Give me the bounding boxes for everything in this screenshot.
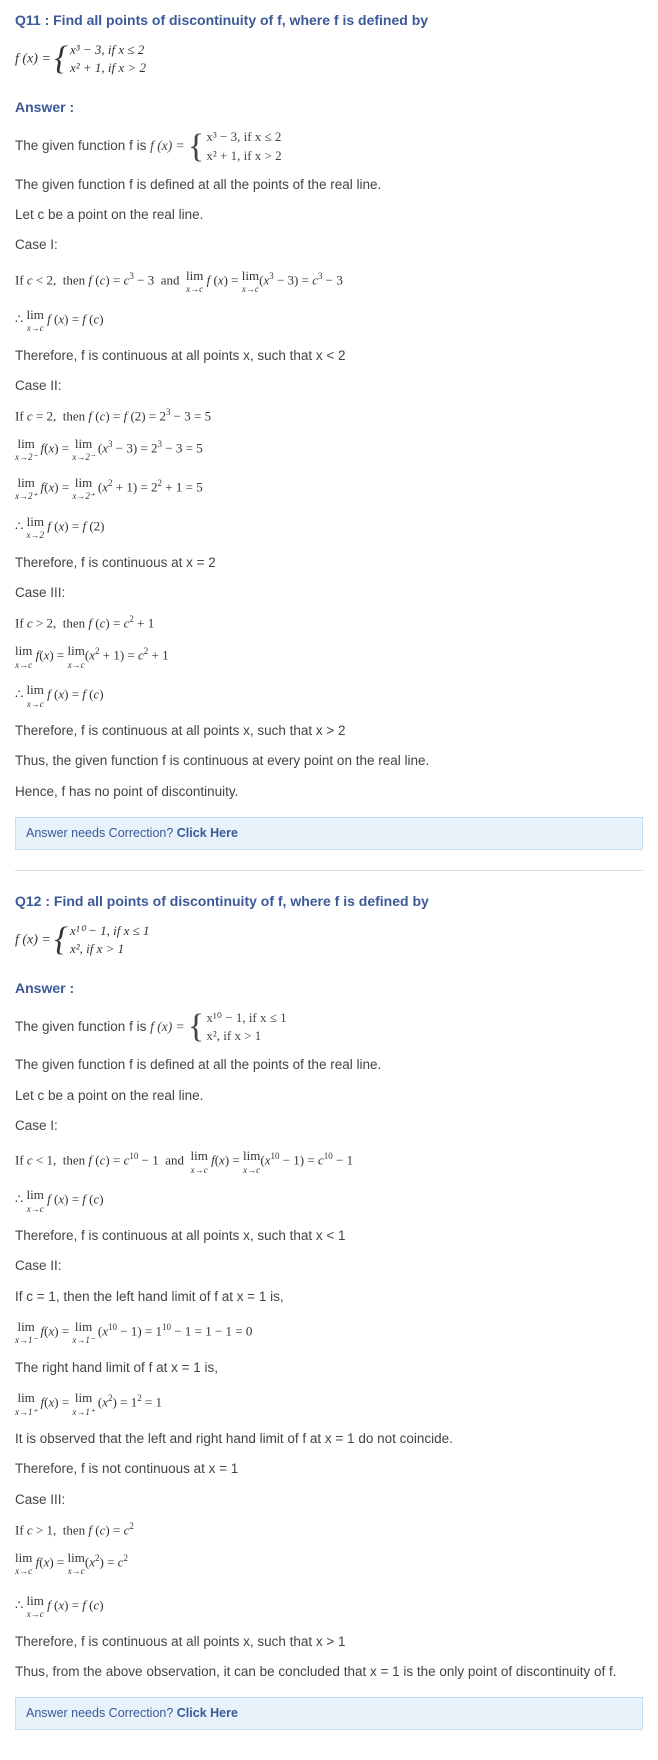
correction-link[interactable]: Click Here	[177, 1706, 238, 1720]
correction-box: Answer needs Correction? Click Here	[15, 817, 643, 850]
brace-icon: {	[54, 925, 68, 955]
case-row: x², if x > 1	[70, 940, 150, 958]
case-row: x¹⁰ − 1, if x ≤ 1	[206, 1009, 286, 1027]
q11-conclusion2: Hence, f has no point of discontinuity.	[15, 782, 643, 802]
q12-case3-label: Case III:	[15, 1490, 643, 1510]
fx-lhs: f (x) =	[15, 51, 54, 66]
q12-case2-text1: If c = 1, then the left hand limit of f …	[15, 1287, 643, 1307]
q11-case2-math2: limx→2⁻ f(x) = limx→2⁻ (x3 − 3) = 23 − 3…	[15, 434, 643, 465]
intro-text: The given function f is	[15, 1019, 150, 1034]
question-12: Q12 : Find all points of discontinuity o…	[15, 891, 643, 1730]
q11-p1: The given function f is defined at all t…	[15, 175, 643, 195]
q11-case2-label: Case II:	[15, 376, 643, 396]
q11-case3-math2: limx→c f(x) = limx→c(x2 + 1) = c2 + 1	[15, 641, 643, 672]
brace-icon: {	[54, 44, 68, 74]
correction-box: Answer needs Correction? Click Here	[15, 1697, 643, 1730]
intro-text: The given function f is	[15, 138, 150, 153]
q12-function-def: f (x) = { x¹⁰ − 1, if x ≤ 1 x², if x > 1	[15, 922, 643, 958]
case-row: x¹⁰ − 1, if x ≤ 1	[70, 922, 150, 940]
q11-case1-conc: ∴ limx→c f (x) = f (c)	[15, 305, 643, 336]
q11-case1-label: Case I:	[15, 235, 643, 255]
q11-case3-math1: If c > 2, then f (c) = c2 + 1	[15, 613, 643, 633]
fx-lhs: f (x) =	[150, 138, 188, 153]
q11-title: Q11 : Find all points of discontinuity o…	[15, 10, 643, 31]
q11-case3-label: Case III:	[15, 583, 643, 603]
q11-case2-math3: limx→2⁺ f(x) = limx→2⁺ (x2 + 1) = 22 + 1…	[15, 473, 643, 504]
q11-case3-text: Therefore, f is continuous at all points…	[15, 721, 643, 741]
q12-case3-text: Therefore, f is continuous at all points…	[15, 1632, 643, 1652]
separator	[15, 870, 643, 871]
piecewise: { x³ − 3, if x ≤ 2 x² + 1, if x > 2	[188, 128, 282, 164]
q11-answer-label: Answer :	[15, 97, 643, 118]
q11-case2-math1: If c = 2, then f (c) = f (2) = 23 − 3 = …	[15, 406, 643, 426]
correction-link[interactable]: Click Here	[177, 826, 238, 840]
cases: x³ − 3, if x ≤ 2 x² + 1, if x > 2	[206, 128, 281, 164]
q11-intro: The given function f is f (x) = { x³ − 3…	[15, 128, 643, 164]
brace-icon: {	[188, 132, 204, 162]
q11-case1-text: Therefore, f is continuous at all points…	[15, 346, 643, 366]
q12-case1-conc: ∴ limx→c f (x) = f (c)	[15, 1185, 643, 1216]
piecewise: { x³ − 3, if x ≤ 2 x² + 1, if x > 2	[54, 41, 146, 77]
q12-title: Q12 : Find all points of discontinuity o…	[15, 891, 643, 912]
q11-conclusion1: Thus, the given function f is continuous…	[15, 751, 643, 771]
case-row: x³ − 3, if x ≤ 2	[206, 128, 281, 146]
q12-case3-math1: If c > 1, then f (c) = c2	[15, 1520, 643, 1540]
q12-case1-text: Therefore, f is continuous at all points…	[15, 1226, 643, 1246]
q11-title-text: Q11 : Find all points of discontinuity o…	[15, 12, 428, 28]
q12-intro: The given function f is f (x) = { x¹⁰ − …	[15, 1009, 643, 1045]
q11-case2-math4: ∴ limx→2 f (x) = f (2)	[15, 512, 643, 543]
brace-icon: {	[188, 1012, 204, 1042]
q12-case2-text4: Therefore, f is not continuous at x = 1	[15, 1459, 643, 1479]
q12-title-text: Q12 : Find all points of discontinuity o…	[15, 893, 429, 909]
piecewise: { x¹⁰ − 1, if x ≤ 1 x², if x > 1	[54, 922, 149, 958]
q12-case1-label: Case I:	[15, 1116, 643, 1136]
case-row: x², if x > 1	[206, 1027, 286, 1045]
q12-case1-math: If c < 1, then f (c) = c10 − 1 and limx→…	[15, 1146, 643, 1177]
cases: x¹⁰ − 1, if x ≤ 1 x², if x > 1	[70, 922, 150, 958]
correction-text: Answer needs Correction?	[26, 826, 177, 840]
q12-case3-math3: ∴ limx→c f (x) = f (c)	[15, 1591, 643, 1622]
cases: x¹⁰ − 1, if x ≤ 1 x², if x > 1	[206, 1009, 286, 1045]
q12-case2-math1: limx→1⁻ f(x) = limx→1⁻ (x10 − 1) = 110 −…	[15, 1317, 643, 1348]
q12-case2-text2: The right hand limit of f at x = 1 is,	[15, 1358, 643, 1378]
q11-function-def: f (x) = { x³ − 3, if x ≤ 2 x² + 1, if x …	[15, 41, 643, 77]
correction-text: Answer needs Correction?	[26, 1706, 177, 1720]
q12-p2: Let c be a point on the real line.	[15, 1086, 643, 1106]
fx-lhs: f (x) =	[15, 932, 54, 947]
question-11: Q11 : Find all points of discontinuity o…	[15, 10, 643, 850]
q12-case2-label: Case II:	[15, 1256, 643, 1276]
q12-p1: The given function f is defined at all t…	[15, 1055, 643, 1075]
case-row: x³ − 3, if x ≤ 2	[70, 41, 146, 59]
q11-case1-math: If c < 2, then f (c) = c3 − 3 and limx→c…	[15, 266, 643, 297]
piecewise: { x¹⁰ − 1, if x ≤ 1 x², if x > 1	[188, 1009, 287, 1045]
case-row: x² + 1, if x > 2	[206, 147, 281, 165]
q11-case3-math3: ∴ limx→c f (x) = f (c)	[15, 680, 643, 711]
q12-case2-math2: limx→1⁺ f(x) = limx→1⁺ (x2) = 12 = 1	[15, 1388, 643, 1419]
q12-answer-label: Answer :	[15, 978, 643, 999]
fx-lhs: f (x) =	[150, 1019, 188, 1034]
q12-case2-text3: It is observed that the left and right h…	[15, 1429, 643, 1449]
q11-case2-text: Therefore, f is continuous at x = 2	[15, 553, 643, 573]
q12-case3-math2: limx→c f(x) = limx→c(x2) = c2	[15, 1548, 643, 1579]
q12-conclusion: Thus, from the above observation, it can…	[15, 1662, 643, 1682]
q11-p2: Let c be a point on the real line.	[15, 205, 643, 225]
case-row: x² + 1, if x > 2	[70, 59, 146, 77]
cases: x³ − 3, if x ≤ 2 x² + 1, if x > 2	[70, 41, 146, 77]
